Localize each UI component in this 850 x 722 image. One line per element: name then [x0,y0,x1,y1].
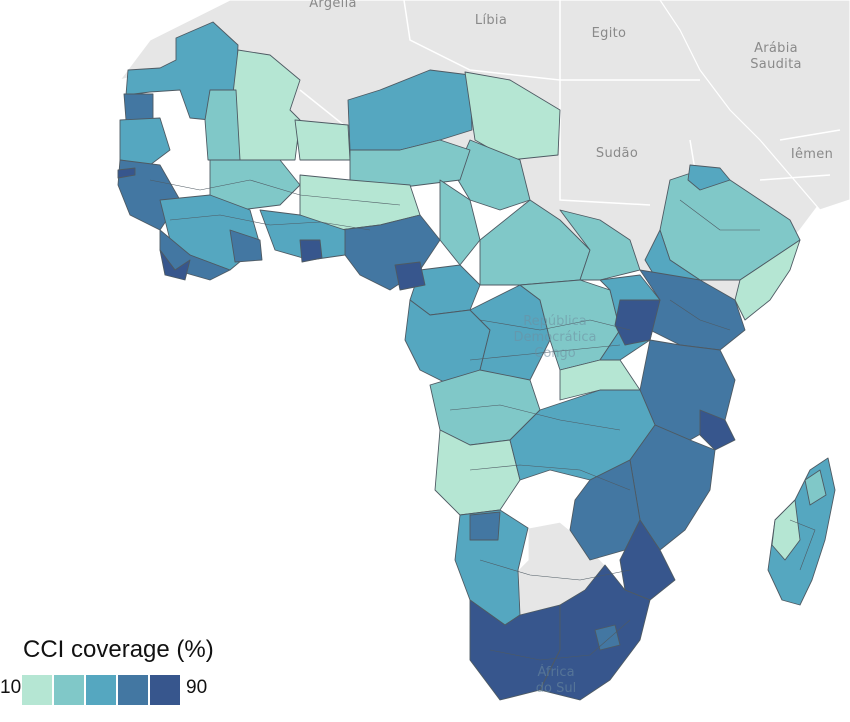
legend-swatch-4 [118,675,148,705]
legend-swatch-3 [86,675,116,705]
legend-swatch-1 [22,675,52,705]
legend-max-label: 90 [186,677,208,698]
district-border-line [449,404,621,431]
district-border-line [489,619,631,661]
region-angola-south [434,429,521,516]
label-south-africa-2: do Sul [536,681,576,696]
region-cameroon-north [439,179,481,266]
label-yemen: Iêmen [791,147,833,162]
region-zimbabwe [569,459,641,561]
region-zambia-east [559,359,641,401]
label-drc-1: República [523,314,587,329]
region-chad-north [464,71,561,161]
district-border-line [469,464,631,491]
region-madagascar-west [771,499,801,561]
region-south-africa-east [539,564,651,701]
legend: CCI coverage (%) 10 90 [0,636,240,716]
legend-swatch-2 [54,675,84,705]
region-niger-delta [394,261,426,291]
arabia-land [659,0,850,211]
district-border-line [149,179,401,206]
legend-scale [22,675,180,705]
legend-title: CCI coverage (%) [23,636,214,663]
district-border-line [469,344,621,361]
label-algeria: Argélia [309,0,357,11]
label-saudi-arabia-2: Saudita [750,57,802,72]
region-lesotho-region [594,624,621,651]
district-border-line [789,519,816,571]
district-border-line [479,319,631,331]
region-somalia [734,239,801,321]
region-south-sudan [559,209,641,281]
region-senegal [119,117,171,166]
region-benin-togo [259,209,346,261]
label-drc-2: Democrática [514,330,597,345]
region-gambia [117,167,136,179]
legend-swatch-5 [150,675,180,705]
region-rwanda-burundi [614,299,661,346]
region-eritrea [687,164,731,191]
country-labels: Argélia Líbia Egito Arábia Saudita Sudão… [309,0,833,696]
district-border-line [169,214,371,231]
region-algeria-south [294,119,351,161]
region-mali-central [204,89,241,161]
region-western-sahara [123,93,154,121]
label-sudan: Sudão [596,146,638,161]
region-togo-south [299,239,323,263]
label-drc-3: Congo [534,346,576,361]
district-border-line [679,199,760,231]
region-namibia-north [469,511,501,541]
region-tanzania-coast [699,409,736,451]
district-borders [149,179,816,661]
district-border-line [669,299,731,331]
region-liberia [159,249,191,281]
region-ghana-east [229,229,263,263]
label-saudi-arabia-1: Arábia [754,41,798,56]
label-libya: Líbia [475,13,507,28]
region-mad-north [804,469,827,506]
district-border-line [479,559,631,581]
legend-min-label: 10 [0,677,22,698]
label-south-africa-1: África [537,664,574,680]
label-egypt: Egito [592,26,627,41]
region-layer [117,21,836,701]
